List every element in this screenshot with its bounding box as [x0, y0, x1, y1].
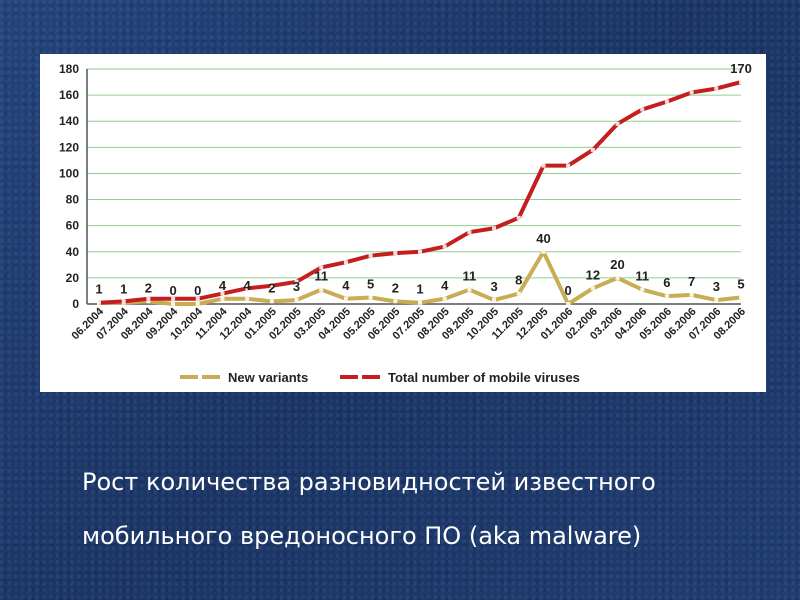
total-viruses-point [245, 286, 250, 291]
new-variants-data-label: 2 [392, 280, 399, 295]
new-variants-data-label: 4 [219, 278, 227, 293]
legend-label-total: Total number of mobile viruses [388, 370, 580, 385]
new-variants-point [492, 298, 497, 303]
total-viruses-point [418, 249, 422, 254]
total-viruses-point [393, 251, 398, 256]
new-variants-data-label: 3 [490, 279, 497, 294]
new-variants-data-label: 1 [120, 282, 127, 297]
new-variants-point [442, 296, 447, 301]
new-variants-point [467, 287, 472, 292]
chart-panel: 0 20 40 60 80 100 120 140 160 180 06.2004 07.2004 0… [40, 54, 766, 392]
new-variants-point [689, 292, 694, 297]
y-tick-label: 160 [59, 88, 79, 102]
new-variants-point [294, 298, 299, 303]
new-variants-point [245, 296, 250, 301]
new-variants-data-label: 12 [586, 267, 600, 282]
new-variants-data-label: 11 [635, 269, 649, 284]
y-tick-label: 80 [66, 193, 80, 207]
y-tick-label: 180 [59, 62, 79, 76]
new-variants-point [664, 294, 669, 299]
new-variants-point [393, 299, 398, 304]
total-viruses-point [492, 226, 497, 231]
new-variants-data-label: 3 [293, 279, 300, 294]
new-variants-data-label: 4 [342, 278, 350, 293]
y-tick-label: 100 [59, 166, 79, 180]
new-variants-data-label: 4 [441, 278, 449, 293]
new-variants-point [615, 275, 620, 280]
new-variants-point [220, 296, 225, 301]
legend-label-new-variants: New variants [228, 370, 308, 385]
total-viruses-point [121, 299, 126, 304]
legend-marker-new-variants [198, 375, 202, 379]
total-viruses-point [689, 90, 694, 95]
y-tick-label: 120 [59, 140, 79, 154]
total-viruses-point [442, 244, 447, 249]
total-viruses-point [590, 147, 595, 152]
total-viruses-point [269, 283, 274, 288]
new-variants-data-label: 20 [610, 257, 624, 272]
total-viruses-point [664, 99, 669, 104]
total-viruses-point [714, 86, 719, 91]
new-variants-data-label: 0 [169, 283, 176, 298]
new-variants-data-label: 6 [663, 275, 670, 290]
total-viruses-point [319, 265, 324, 270]
total-viruses-point [467, 230, 472, 235]
new-variants-point [541, 249, 546, 254]
new-variants-point [368, 295, 373, 300]
total-viruses-point [516, 215, 521, 220]
new-variants-data-label: 11 [463, 269, 477, 284]
new-variants-point [516, 291, 521, 296]
new-variants-data-label: 5 [367, 276, 374, 291]
new-variants-point [269, 299, 274, 304]
total-viruses-point [615, 121, 620, 126]
total-viruses-point [146, 296, 151, 301]
new-variants-point [590, 286, 595, 291]
total-viruses-point [97, 300, 101, 305]
caption-line-2: мобильного вредоносного ПО (aka malware) [82, 522, 642, 550]
new-variants-data-label: 2 [145, 280, 152, 295]
y-tick-label: 0 [72, 297, 79, 311]
new-variants-data-label: 3 [713, 279, 720, 294]
new-variants-point [146, 299, 151, 304]
total-end-label: 170 [730, 61, 752, 76]
new-variants-data-label: 7 [688, 274, 695, 289]
new-variants-data-label: 0 [194, 283, 201, 298]
total-viruses-point [368, 253, 373, 258]
new-variants-point [739, 295, 743, 300]
total-viruses-point [171, 296, 176, 301]
total-viruses-point [294, 279, 299, 284]
total-viruses-point [739, 80, 743, 85]
new-variants-point [418, 300, 422, 305]
total-viruses-point [640, 107, 645, 112]
caption-line-1: Рост количества разновидностей известног… [82, 468, 656, 496]
total-viruses-point [220, 291, 225, 296]
y-tick-label: 40 [66, 245, 80, 259]
new-variants-data-label: 2 [268, 280, 275, 295]
y-tick-label: 20 [66, 271, 80, 285]
new-variants-point [714, 298, 719, 303]
new-variants-data-label: 1 [95, 282, 102, 297]
total-viruses-point [541, 163, 546, 168]
new-variants-point [319, 287, 324, 292]
new-variants-point [566, 302, 571, 306]
new-variants-point [343, 296, 348, 301]
new-variants-data-label: 0 [565, 283, 572, 298]
total-viruses-point [195, 296, 200, 301]
new-variants-point [195, 302, 200, 306]
new-variants-point [171, 302, 176, 306]
new-variants-data-label: 5 [737, 276, 744, 291]
new-variants-data-label: 40 [536, 231, 550, 246]
legend-marker-total [358, 375, 362, 379]
new-variants-data-label: 8 [515, 273, 522, 288]
new-variants-data-label: 1 [416, 282, 423, 297]
total-viruses-point [343, 260, 348, 265]
y-tick-label: 60 [66, 219, 80, 233]
total-viruses-point [566, 163, 571, 168]
y-tick-label: 140 [59, 114, 79, 128]
new-variants-point [640, 287, 645, 292]
new-variants-data-label: 11 [314, 269, 328, 284]
new-variants-data-label: 4 [244, 278, 252, 293]
